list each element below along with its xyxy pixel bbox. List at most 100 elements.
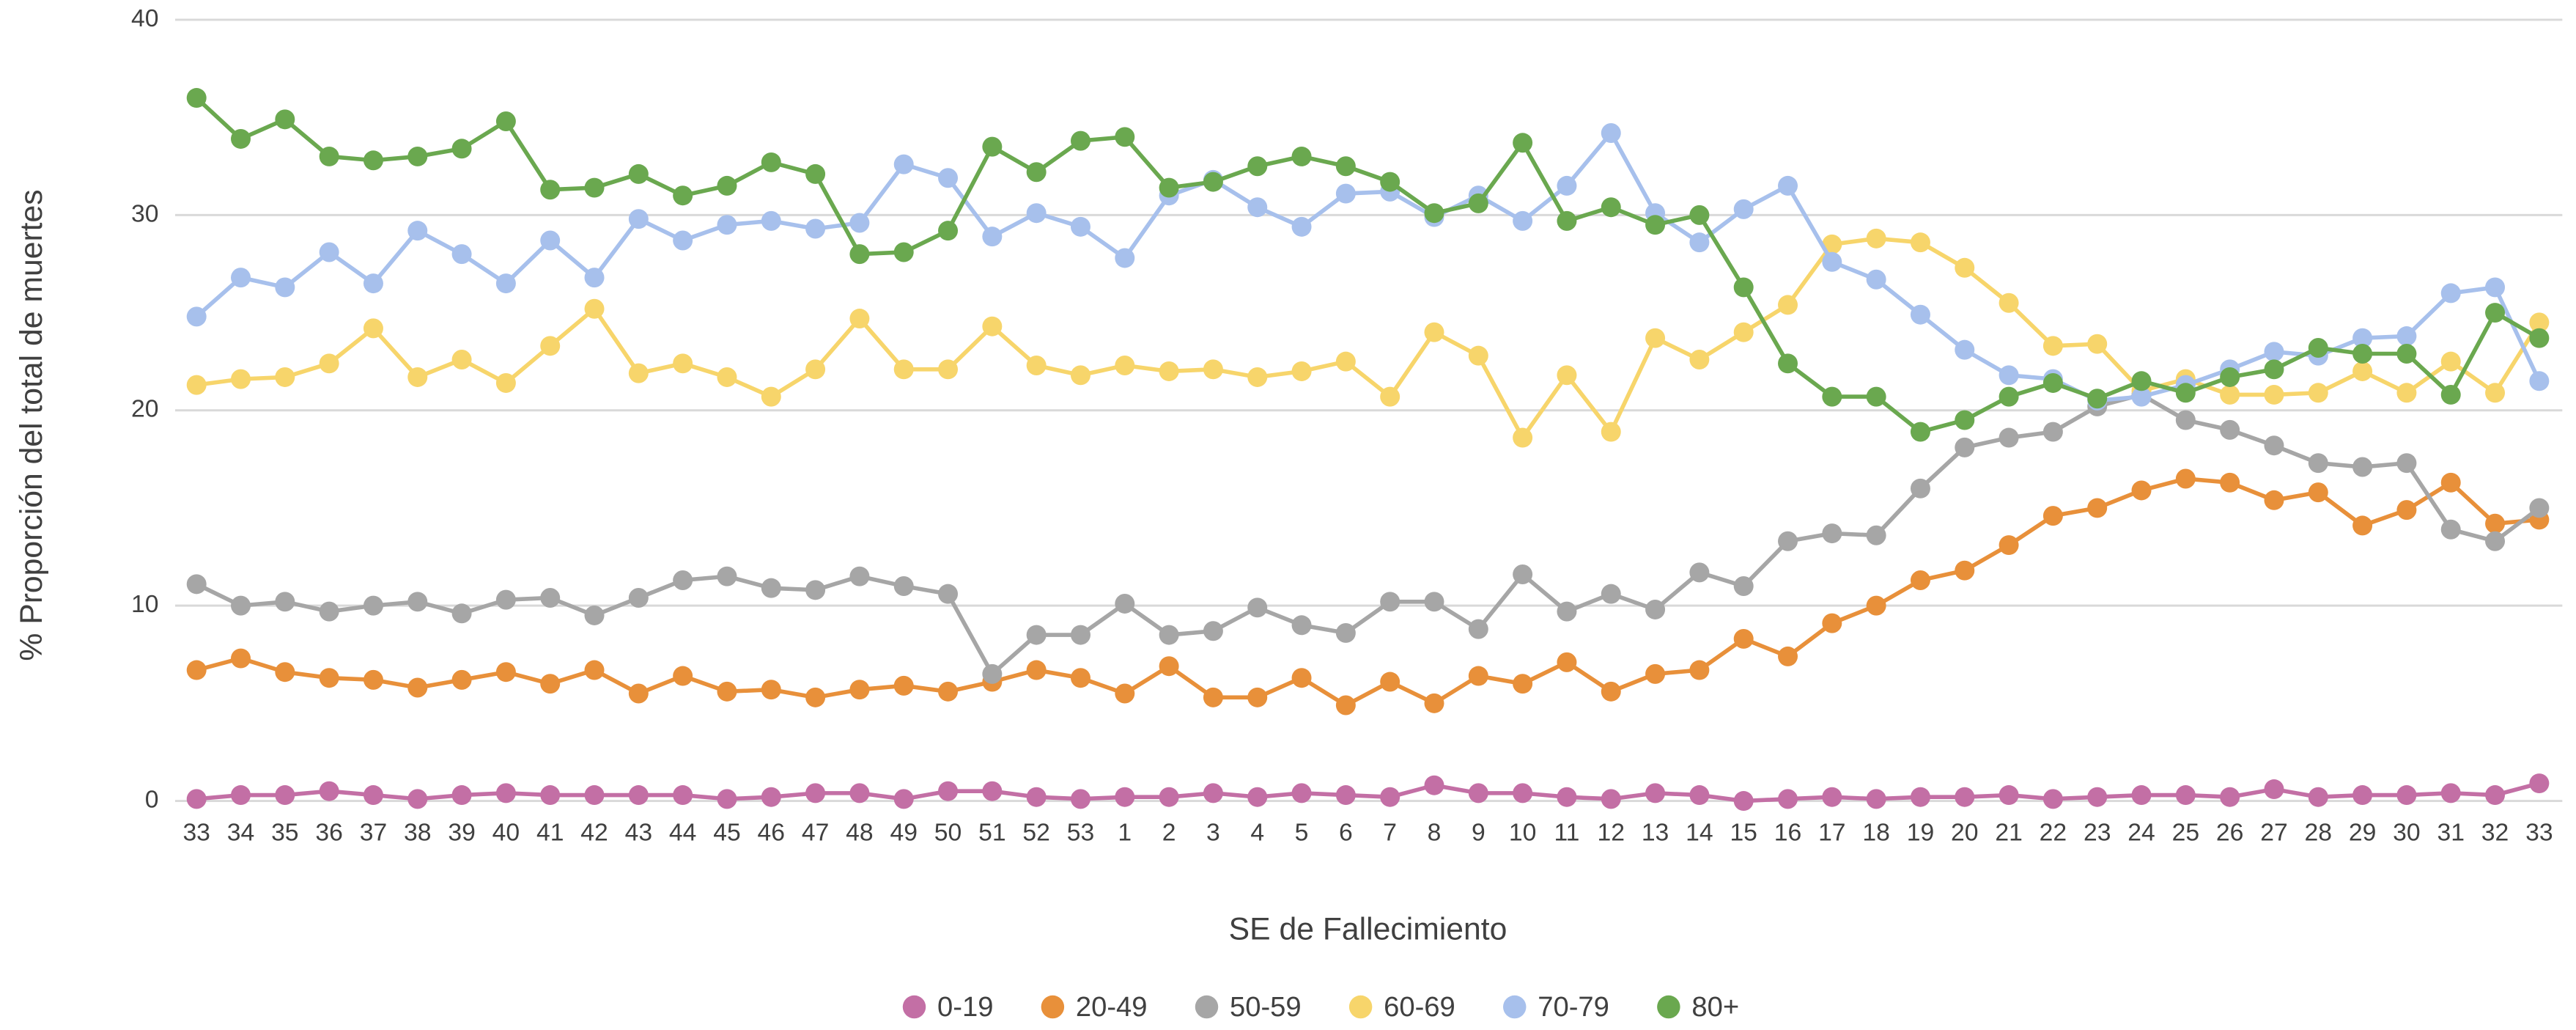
data-point xyxy=(1645,328,1666,348)
data-point xyxy=(2396,344,2417,364)
data-point xyxy=(1424,203,1444,224)
x-tick-label: 15 xyxy=(1730,818,1757,846)
data-point xyxy=(2485,785,2506,806)
data-point xyxy=(1910,232,1930,253)
data-point xyxy=(1689,232,1710,253)
x-tick-label: 39 xyxy=(448,818,476,846)
data-point xyxy=(1557,365,1577,386)
data-point xyxy=(1822,234,1842,254)
data-point xyxy=(1733,322,1754,342)
data-point xyxy=(1115,355,1135,375)
data-point xyxy=(540,336,561,356)
x-tick-label: 3 xyxy=(1206,818,1220,846)
data-point xyxy=(186,574,207,595)
data-point xyxy=(495,273,516,294)
data-point xyxy=(1601,197,1621,218)
data-point xyxy=(2440,472,2461,493)
x-tick-label: 21 xyxy=(1995,818,2023,846)
x-tick-label: 32 xyxy=(2481,818,2509,846)
data-point xyxy=(2175,468,2196,489)
data-point xyxy=(1601,681,1621,702)
data-point xyxy=(1159,787,1179,807)
data-point xyxy=(2131,371,2152,391)
data-point xyxy=(363,595,383,616)
data-point xyxy=(2308,787,2328,807)
data-point xyxy=(1557,652,1577,672)
data-point xyxy=(673,230,693,251)
data-point xyxy=(1513,674,1533,694)
x-tick-label: 42 xyxy=(580,818,608,846)
x-tick-label: 51 xyxy=(978,818,1006,846)
data-point xyxy=(584,605,605,625)
data-point xyxy=(2352,344,2373,364)
data-point xyxy=(717,175,737,196)
data-point xyxy=(2087,498,2108,518)
data-point xyxy=(1203,359,1223,380)
data-point xyxy=(761,787,781,807)
data-point xyxy=(2440,283,2461,304)
data-point xyxy=(2131,386,2152,407)
data-point xyxy=(1159,625,1179,645)
data-point xyxy=(2396,785,2417,806)
data-point xyxy=(1557,175,1577,196)
x-tick-label: 28 xyxy=(2305,818,2333,846)
data-point xyxy=(451,350,472,369)
x-tick-label: 27 xyxy=(2260,818,2288,846)
data-point xyxy=(2264,490,2284,510)
data-point xyxy=(1955,437,1975,457)
data-point xyxy=(717,789,737,809)
x-tick-label: 47 xyxy=(802,818,830,846)
data-point xyxy=(849,244,870,265)
data-point xyxy=(673,570,693,590)
data-point xyxy=(1380,592,1400,612)
data-point xyxy=(893,242,914,262)
data-point xyxy=(628,209,649,229)
data-point xyxy=(2352,328,2373,348)
data-point xyxy=(1778,353,1798,374)
data-point xyxy=(1026,203,1047,224)
data-point xyxy=(1291,615,1312,636)
data-point xyxy=(1910,787,1930,807)
data-point xyxy=(2308,482,2328,503)
data-point xyxy=(363,318,383,339)
x-tick-label: 35 xyxy=(271,818,299,846)
data-point xyxy=(1822,251,1842,272)
x-tick-label: 11 xyxy=(1554,818,1579,846)
data-point xyxy=(1026,162,1047,183)
data-point xyxy=(1203,172,1223,192)
data-point xyxy=(2042,422,2063,442)
legend-marker xyxy=(1195,995,1219,1019)
data-point xyxy=(540,180,561,200)
data-point xyxy=(1335,785,1356,806)
x-tick-label: 52 xyxy=(1022,818,1050,846)
legend-marker xyxy=(1348,995,1373,1019)
legend-item: 20-49 xyxy=(1041,991,1148,1023)
data-point xyxy=(2485,303,2506,323)
data-point xyxy=(1513,783,1533,803)
data-point xyxy=(982,781,1003,801)
data-point xyxy=(1557,210,1577,231)
data-point xyxy=(2264,384,2284,405)
x-tick-label: 20 xyxy=(1951,818,1979,846)
data-point xyxy=(849,566,870,586)
data-point xyxy=(2352,785,2373,806)
data-point xyxy=(1291,668,1312,688)
x-tick-label: 26 xyxy=(2216,818,2244,846)
data-point xyxy=(451,785,472,806)
x-tick-label: 31 xyxy=(2437,818,2465,846)
data-point xyxy=(2352,515,2373,536)
x-tick-label: 6 xyxy=(1339,818,1353,846)
data-point xyxy=(849,309,870,329)
x-tick-label: 34 xyxy=(227,818,255,846)
data-point xyxy=(2440,384,2461,405)
data-point xyxy=(1910,422,1930,442)
y-tick-label: 10 xyxy=(131,590,159,618)
data-point xyxy=(363,669,383,690)
data-point xyxy=(1866,228,1886,249)
x-tick-label: 29 xyxy=(2349,818,2377,846)
legend-label: 0-19 xyxy=(937,991,993,1023)
data-point xyxy=(893,359,914,380)
x-tick-label: 40 xyxy=(492,818,520,846)
data-point xyxy=(584,177,605,198)
data-point xyxy=(2529,773,2550,794)
